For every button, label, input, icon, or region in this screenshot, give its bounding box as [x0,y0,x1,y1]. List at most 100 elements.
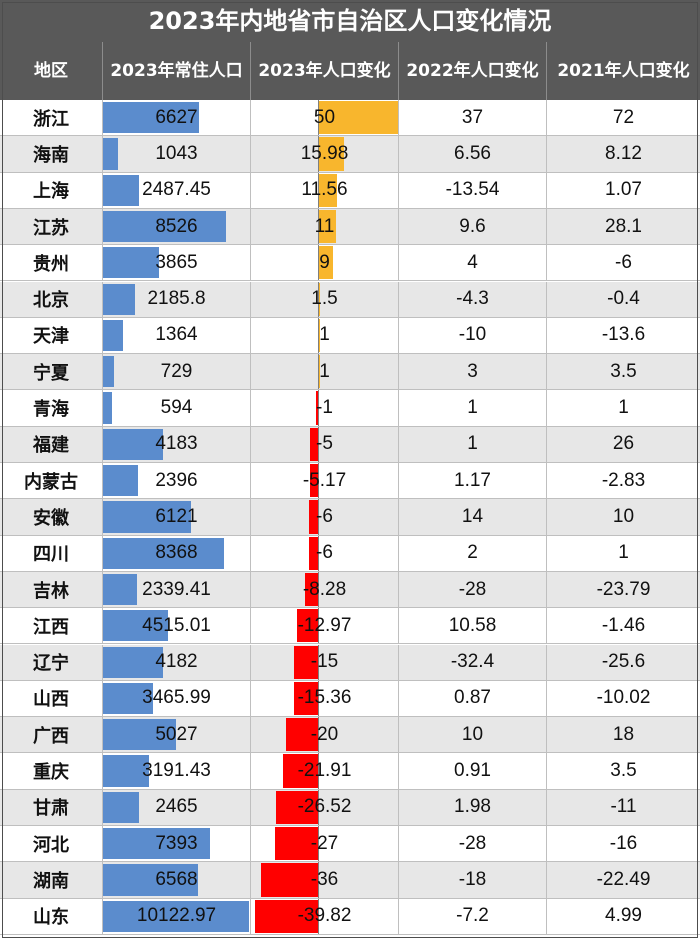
population-value: 2185.8 [147,288,206,310]
change-2023-value: -39.82 [297,905,352,927]
population-bar [103,828,210,860]
change-2023-bar [318,101,398,135]
change-2023-bar [286,718,318,752]
change-axis-line [318,317,319,354]
change-2023-value: 9 [319,251,330,273]
population-cell: 729 [103,354,251,390]
change-2023-value: -20 [310,723,339,745]
table-row: 上海 2487.45 11.56 -13.54 1.07 [0,172,700,209]
change-2022-cell: -10 [399,317,547,354]
region-cell: 贵州 [0,245,103,281]
population-cell: 7393 [103,826,251,862]
table-row: 北京 2185.8 1.5 -4.3 -0.4 [0,281,700,318]
table-row: 江苏 8526 11 9.6 28.1 [0,208,700,246]
population-value: 3191.43 [142,760,211,782]
population-value: 2465 [155,796,198,818]
population-bar [103,210,226,243]
change-2021-cell: 1 [618,397,629,419]
change-2021-cell: -11 [610,796,637,818]
population-bar [103,719,176,751]
change-2021-cell: -0.4 [607,288,640,310]
population-bar [103,791,139,823]
change-2023-cell: -6 [251,499,399,535]
population-cell: 4183 [103,426,251,462]
population-value: 8526 [155,215,198,237]
population-value: 8368 [155,542,198,564]
change-2023-bar [294,645,318,679]
population-value: 5027 [155,723,198,745]
region-cell: 浙江 [0,100,103,136]
change-2023-value: -5.17 [302,469,347,491]
population-bar [103,646,164,678]
change-2023-cell: -27 [251,826,399,862]
change-2023-bar [255,899,318,933]
change-2021-cell: -25.6 [601,651,646,673]
change-2023-bar [318,173,337,207]
region-cell: 河北 [0,826,103,862]
change-2023-value: -15 [310,651,339,673]
change-2022-cell: 37 [399,100,547,136]
population-value: 6568 [155,868,198,890]
population-cell: 594 [103,390,251,426]
change-2021-cell: -13.6 [601,324,646,346]
population-cell: 6568 [103,862,251,898]
population-bar [103,392,112,424]
change-2023-value: -12.97 [297,614,352,636]
table-row: 江西 4515.01 -12.97 10.58 -1.46 [0,608,700,645]
change-2023-value: 1.5 [311,288,338,310]
table-row: 海南 1043 15.98 6.56 8.12 [0,136,700,173]
change-2022-cell: 3 [399,354,547,390]
population-cell: 2465 [103,789,251,825]
population-value: 4182 [155,651,198,673]
change-2021-cell: -6 [615,251,632,273]
table-row: 河北 7393 -27 -28 -16 [0,826,700,863]
change-2023-value: -8.28 [302,578,347,600]
change-2023-value: -36 [310,868,339,890]
change-2021-cell: 4.99 [605,905,642,927]
change-2023-cell: -21.91 [251,753,399,789]
change-2021-cell: 28.1 [605,215,642,237]
population-value: 4515.01 [142,614,211,636]
population-bar [103,682,153,715]
population-cell: 8526 [103,208,251,245]
change-2023-bar [309,464,318,498]
change-2023-cell: 11.56 [251,172,399,208]
change-axis-line [318,535,319,571]
table-row: 宁夏 729 1 3 3.5 [0,354,700,391]
population-bar [103,573,137,606]
change-2021-cell: 1.07 [605,179,642,201]
population-bar [103,283,135,315]
region-cell: 江西 [0,608,103,644]
change-2021-cell: -2.83 [601,469,646,491]
region-cell: 广西 [0,717,103,753]
population-cell: 6627 [103,100,251,136]
change-2023-value: -6 [316,505,333,527]
population-cell: 3865 [103,245,251,281]
population-bar [103,537,224,569]
change-2023-cell: 1.5 [251,281,399,317]
population-bar [103,138,119,170]
change-2022-cell: -32.4 [399,644,547,680]
population-bar [103,501,192,533]
population-cell: 6121 [103,499,251,535]
population-value: 729 [160,360,193,382]
change-2023-bar [283,754,318,788]
population-cell: 8368 [103,535,251,571]
population-bar [103,319,123,352]
region-cell: 山西 [0,680,103,717]
population-value: 2339.41 [142,578,211,600]
change-2023-value: 11.56 [301,179,348,201]
change-2023-cell: -6 [251,535,399,571]
population-cell: 3191.43 [103,753,251,789]
change-2022-cell: -13.54 [399,172,547,208]
chart-title: 2023年内地省市自治区人口变化情况 [0,0,700,42]
change-2023-bar [318,246,333,280]
change-2023-bar [293,681,318,716]
change-2021-cell: -23.79 [596,578,651,600]
change-2023-cell: -5.17 [251,463,399,499]
change-2023-value: -26.52 [297,796,352,818]
region-cell: 江苏 [0,208,103,245]
change-2023-cell: 50 [251,100,399,136]
change-2023-cell: 11 [251,208,399,245]
change-axis-line [318,826,319,862]
